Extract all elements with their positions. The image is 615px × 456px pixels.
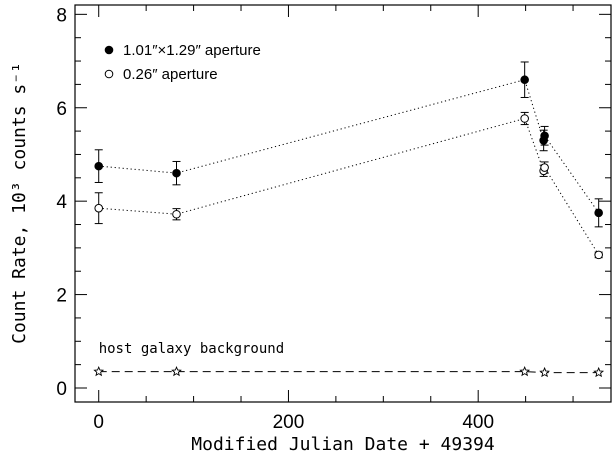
- y-tick-labels: 0 2 4 6 8: [56, 5, 67, 400]
- series-lines: [98, 79, 600, 374]
- plot-frame: [74, 4, 612, 403]
- y-tick-label: 2: [56, 286, 67, 307]
- x-tick-label: 0: [93, 412, 104, 433]
- data-point-open: [520, 114, 529, 123]
- error-bars: [94, 61, 603, 259]
- legend-label-small-aperture: 0.26″ aperture: [123, 66, 218, 83]
- data-point-filled: [594, 208, 603, 218]
- x-tick-labels: 0 200 400: [93, 412, 494, 433]
- data-point-star: [171, 365, 182, 377]
- host-galaxy-annotation: host galaxy background: [99, 341, 284, 357]
- data-point-star: [93, 365, 105, 377]
- data-point-open: [172, 209, 181, 219]
- series-line-2: [98, 117, 600, 256]
- y-tick-label: 6: [56, 99, 67, 120]
- x-tick-label: 200: [273, 412, 305, 433]
- data-point-filled: [172, 168, 181, 178]
- x-axis-label: Modified Julian Date + 49394: [191, 434, 494, 455]
- data-markers: [93, 75, 605, 378]
- data-point-star: [539, 366, 550, 378]
- y-tick-label: 4: [56, 192, 67, 213]
- data-point-filled: [520, 75, 529, 85]
- axis-ticks: [75, 5, 611, 402]
- data-point-star: [593, 366, 605, 378]
- x-tick-label: 400: [462, 412, 494, 433]
- data-point-open: [540, 163, 549, 172]
- y-axis-label: Count Rate, 10³ counts s⁻¹: [9, 62, 30, 344]
- data-point-filled: [94, 161, 104, 171]
- legend: 1.01″×1.29″ aperture 0.26″ aperture: [104, 42, 261, 83]
- data-point-star: [519, 365, 531, 377]
- legend-marker-open-circle: [104, 69, 114, 79]
- legend-marker-filled-circle: [104, 45, 114, 55]
- data-point-open: [594, 250, 603, 260]
- y-tick-label: 8: [56, 5, 67, 26]
- data-point-open: [94, 203, 104, 213]
- series-line-1: [98, 79, 600, 214]
- data-point-filled: [540, 131, 549, 141]
- legend-label-large-aperture: 1.01″×1.29″ aperture: [123, 42, 261, 59]
- y-tick-label: 0: [56, 379, 67, 400]
